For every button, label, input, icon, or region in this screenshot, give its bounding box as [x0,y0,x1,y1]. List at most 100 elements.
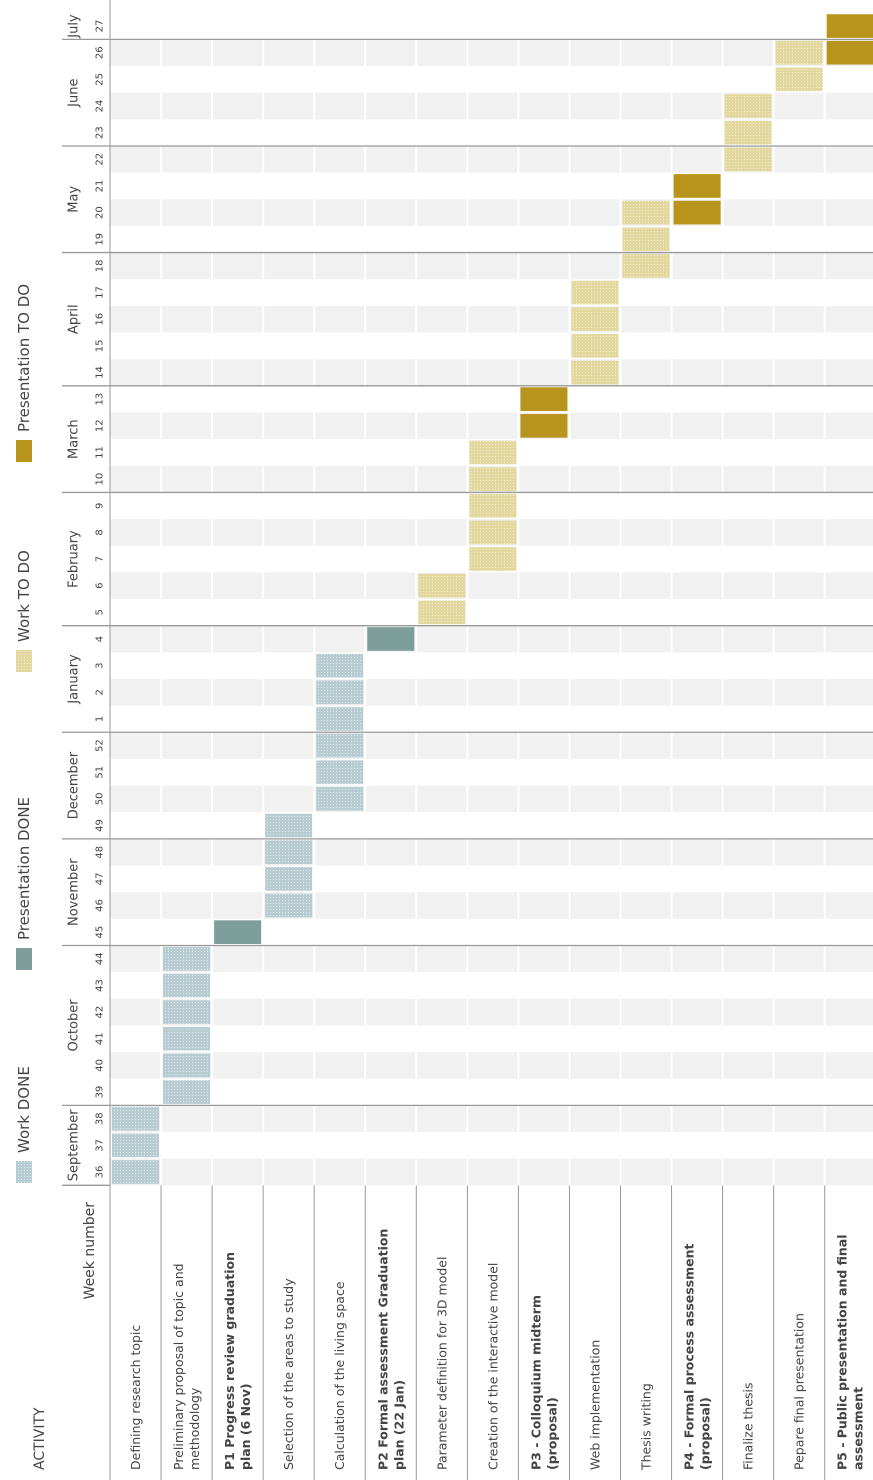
legend-swatch [16,948,32,970]
week-label: 27 [95,20,106,33]
bar-segment [163,946,211,971]
week-label: 10 [95,473,106,486]
week-header: Week number [82,1202,98,1300]
bar-segment [265,813,313,838]
week-label: 20 [95,206,106,219]
month-label: December [67,751,82,819]
week-label: 36 [95,1166,106,1179]
week-label: 52 [95,739,106,752]
week-label: 45 [95,926,106,939]
legend-swatch [16,650,32,672]
month-label: May [67,186,82,213]
bar-segment [724,120,772,145]
month-label: November [67,858,82,926]
bar-segment [571,334,619,358]
bar-segment [622,227,670,252]
bar-segment [571,307,619,332]
week-label: 23 [95,126,106,139]
activity-label: Finalize thesis [741,1382,756,1470]
bar-segment [469,520,517,545]
bar-segment [724,147,772,172]
month-label: July [67,14,82,39]
activity-label: Calculation of the living space [332,1281,347,1470]
bar-segment [520,413,568,438]
week-label: 24 [95,100,106,113]
bar-segment [418,573,466,598]
week-label: 44 [95,952,106,965]
bar-segment [265,893,313,918]
row-shade [110,732,873,759]
row-shade [110,1158,873,1186]
bar-segment [520,387,568,411]
week-label: 5 [95,609,106,615]
week-label: 38 [95,1112,106,1125]
bar-segment [163,1080,211,1104]
month-label: February [67,530,82,588]
activity-label: Parameter definition for 3D model [434,1257,449,1470]
row-shade [110,252,873,280]
legend-label: Work DONE [15,1066,33,1153]
week-label: 21 [95,180,106,193]
bar-segment [316,707,364,731]
row-shade [110,892,873,919]
week-label: 42 [95,1006,106,1019]
week-label: 12 [95,419,106,432]
week-label: 25 [95,73,106,86]
bar-segment [163,1000,211,1024]
bar-segment [112,1106,160,1131]
month-label: June [67,79,82,108]
row-shade [110,412,873,440]
activity-label: plan (22 Jan) [391,1380,406,1470]
bar-segment [316,760,364,785]
activity-label: (proposal) [544,1397,559,1470]
activity-label: P1 Progress review graduation [222,1252,237,1470]
bar-segment [673,200,721,225]
bar-segment [265,867,313,891]
legend-swatch [16,440,32,462]
bar-segment [163,1053,211,1078]
bar-segment [826,40,873,65]
week-label: 37 [95,1139,106,1152]
week-label: 2 [95,689,106,695]
bar-segment [316,653,364,678]
bar-segment [724,94,772,118]
bar-segment [265,840,313,865]
week-label: 41 [95,1032,106,1045]
week-label: 3 [95,662,106,668]
week-label: 46 [95,899,106,912]
activity-label: Pepare final presentation [792,1313,807,1470]
month-label: September [67,1109,82,1182]
row-shade [110,625,873,653]
activity-label: methodology [187,1387,202,1470]
row-shade [110,838,873,866]
week-label: 16 [95,313,106,326]
bar-segment [367,627,415,651]
bar-segment [469,547,517,571]
bar-segment [826,14,873,38]
row-shade [110,39,873,67]
week-label: 43 [95,979,106,992]
row-shade [110,145,873,173]
activity-label: P3 - Colloquium midterm [528,1295,543,1470]
week-label: 17 [95,286,106,299]
month-label: January [67,654,82,705]
activity-label: Selection of the areas to study [281,1278,296,1470]
week-label: 15 [95,339,106,352]
bar-segment [316,733,364,758]
week-label: 9 [95,503,106,509]
row-shade [110,92,873,120]
activity-label: Web implementation [587,1340,602,1470]
week-label: 39 [95,1086,106,1099]
bar-segment [571,280,619,305]
activity-label: Preliminary proposal of topic and [171,1263,186,1470]
row-shade [110,998,873,1026]
bar-segment [163,973,211,998]
bar-segment [316,680,364,705]
bar-segment [673,174,721,198]
activity-label: (proposal) [698,1397,713,1470]
bar-segment [571,360,619,385]
bar-segment [316,787,364,811]
week-label: 22 [95,153,106,166]
week-label: 11 [95,446,106,459]
